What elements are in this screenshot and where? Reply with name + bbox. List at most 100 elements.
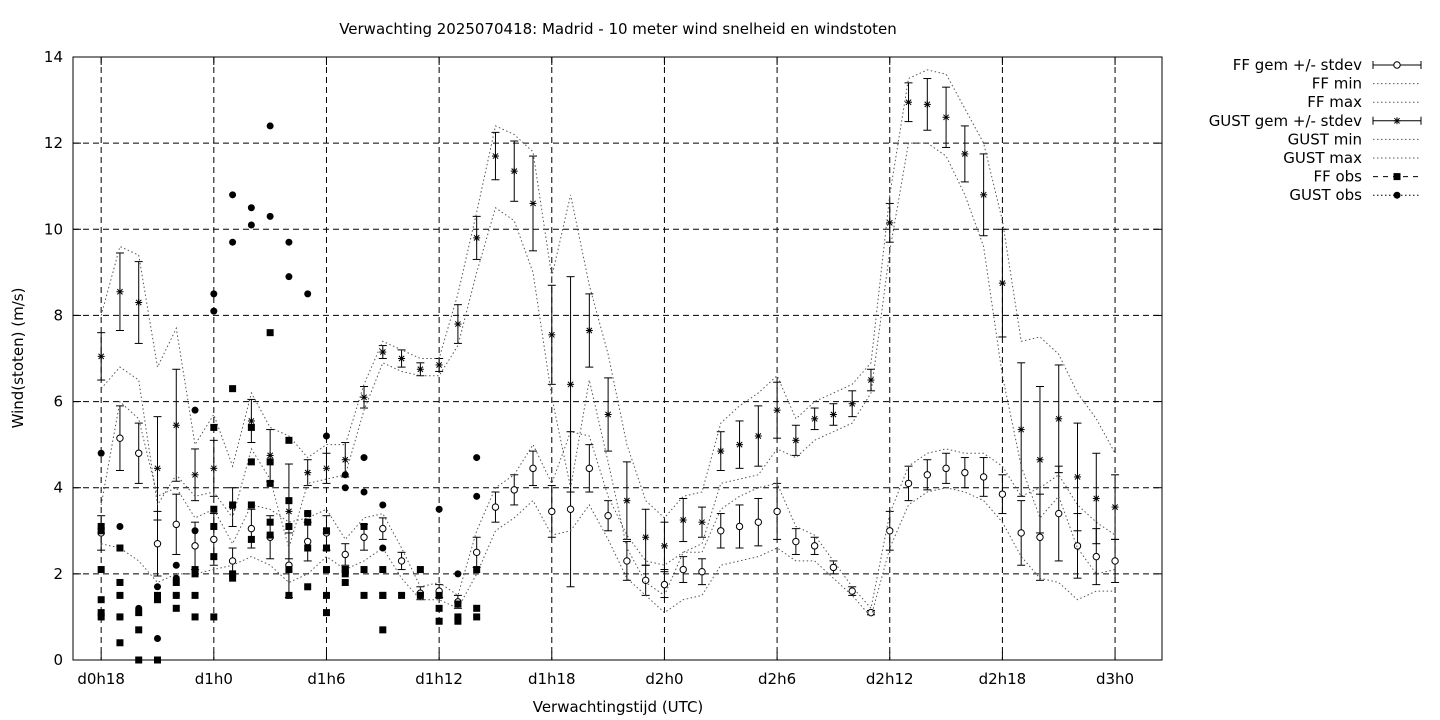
gust-mean-point [660, 542, 668, 550]
gust-mean-point [623, 497, 631, 505]
ff-obs-point [360, 566, 368, 574]
ff-obs-point [266, 479, 274, 487]
ff-obs-point [322, 527, 330, 535]
gust-obs-point [210, 307, 218, 315]
gust-mean-point [529, 199, 537, 207]
ff-mean-point [679, 565, 687, 574]
gust-mean-point [1393, 117, 1401, 125]
ff-obs-point [473, 604, 481, 612]
gust-mean-point [304, 469, 312, 477]
ff-obs-point [153, 656, 161, 664]
ff-obs-point [229, 385, 237, 393]
gust-mean-point [379, 348, 387, 356]
ff-obs-point [116, 591, 124, 599]
ff-obs-point [285, 436, 293, 444]
ff-obs-point [341, 566, 349, 574]
ff-mean-point [1393, 61, 1401, 69]
ff-mean-point [566, 505, 575, 513]
gust-obs-point [341, 484, 349, 492]
ff-obs-point [172, 604, 180, 612]
ff-obs-point [398, 591, 406, 599]
ff-obs-point [341, 578, 349, 586]
gust-mean-point [585, 327, 593, 335]
ff-obs-point [97, 527, 105, 535]
ff-obs-point [322, 544, 330, 552]
y-tick-label: 2 [53, 565, 63, 583]
gust-obs-point [229, 191, 237, 199]
ff-obs-point [266, 531, 274, 539]
ff-obs-point [473, 613, 481, 621]
ff-obs-point [322, 591, 330, 599]
ff-mean-point [472, 548, 481, 557]
gust-mean-point [454, 320, 462, 328]
axes: 0 2 4 6 8 10 12 14 d0h18 d1h0 d1h6 d1h12 d1h18 d2h0 d2… [44, 48, 1163, 688]
ff-mean-point [303, 537, 312, 546]
ff-mean-point [942, 464, 950, 473]
ff-obs-point [247, 423, 255, 431]
gust-mean-point [116, 288, 124, 296]
gust-obs-point [379, 544, 387, 552]
ff-obs-point [322, 566, 330, 574]
legend-item: FF max [1307, 93, 1421, 111]
ff-mean-point [1017, 529, 1025, 537]
ff-obs-point [210, 522, 218, 530]
gust-obs-point [360, 454, 368, 462]
ff-mean-point [623, 557, 631, 565]
ff-mean-point [228, 557, 237, 565]
y-tick-label: 14 [44, 48, 63, 66]
ff-obs-point [135, 626, 143, 634]
ff-obs-point [191, 591, 199, 599]
ff-obs-point [172, 578, 180, 586]
gust-mean-point [210, 464, 218, 472]
gust-mean-point [942, 113, 950, 121]
legend-label: FF obs [1313, 168, 1362, 186]
gust-obs-point [210, 290, 218, 298]
legend-item: FF min [1312, 75, 1421, 93]
ff-mean-point [247, 524, 256, 533]
gust-mean-point [1111, 503, 1119, 511]
gust-obs-point [229, 238, 237, 246]
ff-obs-point [229, 570, 237, 578]
ff-obs-point [210, 613, 218, 621]
legend-label: FF min [1312, 75, 1362, 93]
gust-obs-point [1393, 191, 1401, 199]
ff-obs-point [435, 604, 443, 612]
ff-mean-point [961, 468, 969, 477]
x-axis-label: Verwachtingstijd (UTC) [533, 698, 704, 716]
gust-mean-point [285, 507, 293, 515]
gust-mean-point [604, 410, 612, 418]
ff-mean-point [529, 464, 537, 473]
ff-mean-point [698, 568, 706, 576]
gust-obs-point [172, 591, 180, 599]
ff-obs-point [304, 583, 312, 591]
gust-mean-point [923, 100, 931, 108]
x-tick-label: d1h0 [195, 670, 233, 688]
plot-frame [72, 56, 1163, 661]
series [97, 405, 1120, 617]
series [100, 69, 1116, 519]
gust-mean-point [642, 533, 650, 541]
ff-obs-point [153, 591, 161, 599]
gust-obs-point [135, 604, 143, 612]
ff-obs-point [435, 591, 443, 599]
legend-item: GUST max [1283, 149, 1421, 167]
gust-mean-point [491, 152, 499, 160]
gust-mean-point [153, 464, 161, 472]
ff-obs-point [285, 522, 293, 530]
gust-mean-point [435, 361, 443, 369]
ff-obs-point [210, 553, 218, 561]
ff-mean-point [660, 580, 669, 589]
ff-mean-point [604, 512, 612, 520]
gust-obs-point [247, 221, 255, 229]
ff-mean-point [848, 587, 856, 595]
gust-obs-point [304, 290, 312, 298]
ff-mean-point [191, 542, 199, 550]
ff-obs-point [97, 566, 105, 574]
y-tick-label: 8 [53, 306, 63, 324]
gust-obs-point [416, 591, 424, 599]
x-tick-label: d1h12 [415, 670, 463, 688]
ff-mean-point [998, 490, 1007, 498]
y-tick-label: 6 [53, 393, 63, 411]
